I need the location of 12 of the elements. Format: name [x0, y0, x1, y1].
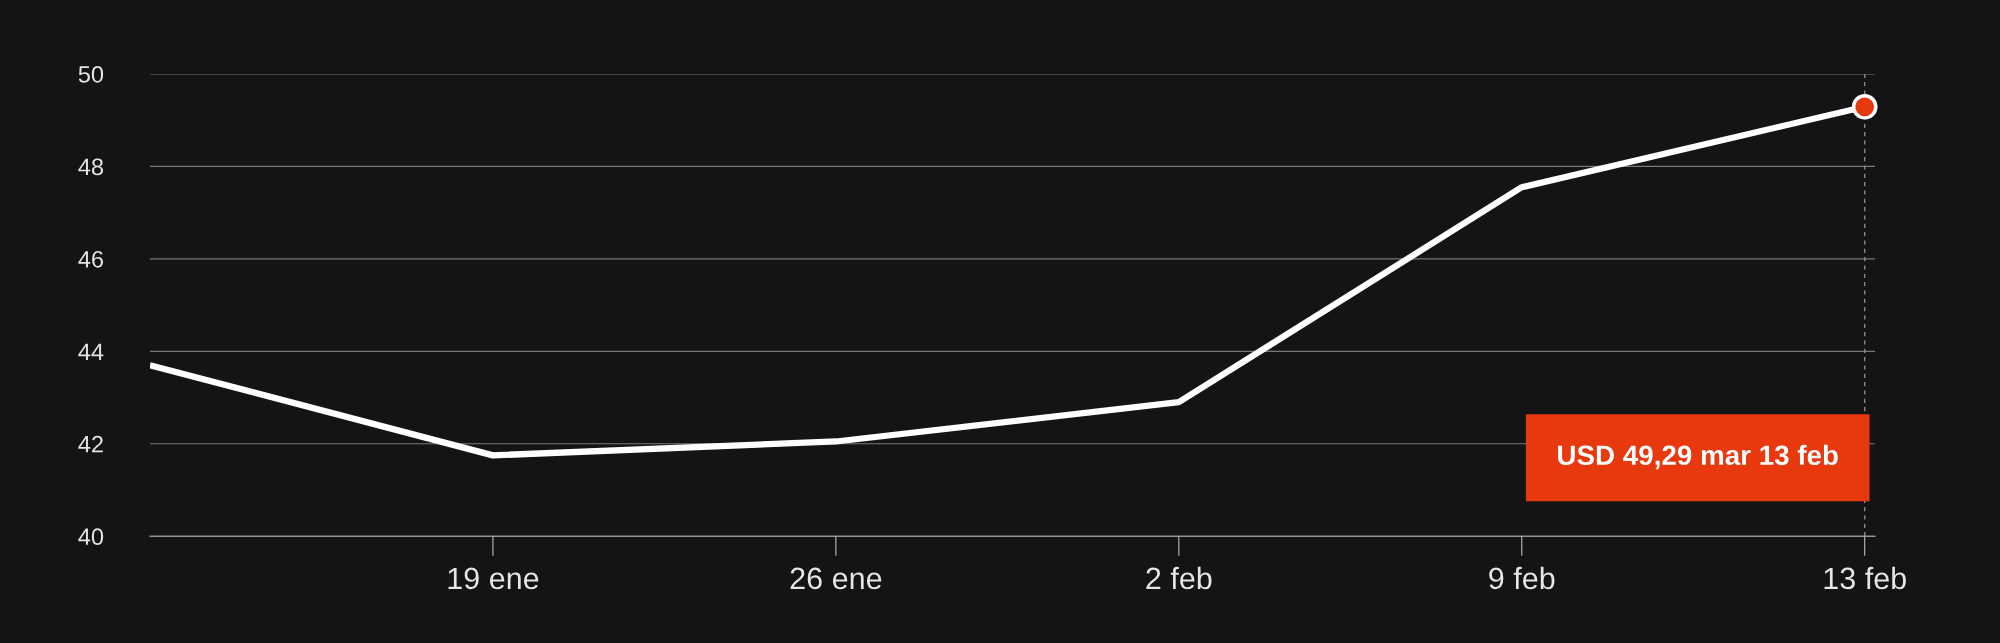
y-tick-label: 44	[78, 343, 104, 360]
y-tick-label: 40	[78, 528, 104, 546]
y-tick-label: 42	[78, 435, 103, 453]
y-tick-label: 48	[78, 158, 104, 176]
y-tick-label: 50	[78, 66, 104, 83]
x-tick-label: 13 feb	[1824, 566, 1906, 590]
y-tick-label: 46	[78, 250, 103, 268]
annotation: USD 49,29 mar 13 feb	[1558, 444, 1838, 470]
x-tick-label: 9 feb	[1489, 566, 1555, 590]
x-tick-label: 2 feb	[1146, 566, 1212, 590]
x-tick-label: 26 ene	[790, 567, 882, 590]
x-tick-label: 19 ene	[448, 567, 539, 590]
